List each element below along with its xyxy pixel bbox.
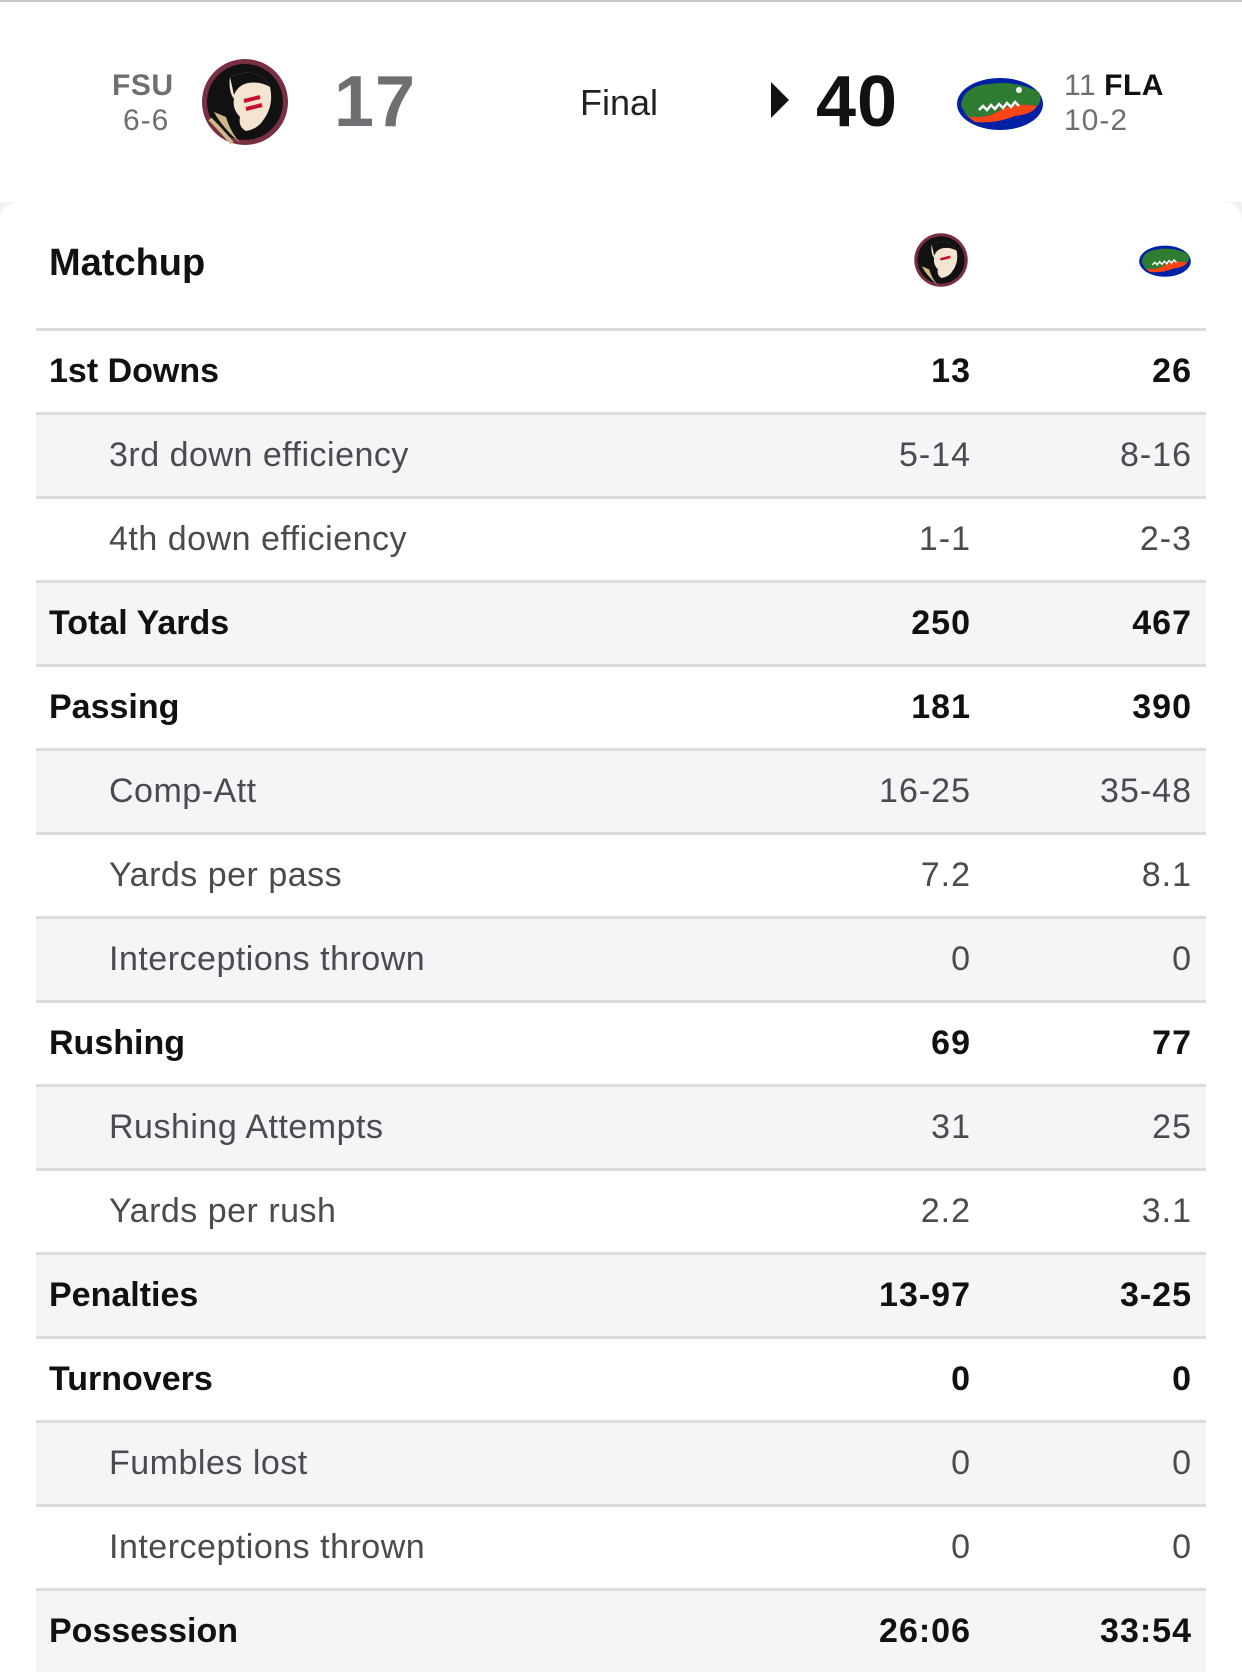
stat-label: Rushing Attempts	[109, 1108, 384, 1146]
stat-label: Rushing	[49, 1024, 185, 1062]
stat-row: 1st Downs 13 26	[36, 328, 1206, 412]
stat-home-value: 25	[1152, 1108, 1192, 1146]
stat-away-value: 7.2	[920, 856, 971, 894]
stat-away-value: 16-25	[879, 772, 971, 810]
stat-home-value: 467	[1132, 604, 1192, 642]
stat-row: Yards per pass 7.2 8.1	[36, 832, 1206, 916]
stat-away-value: 0	[951, 1444, 971, 1482]
gators-column-logo-icon	[1139, 245, 1191, 277]
stat-home-value: 390	[1132, 688, 1192, 726]
gators-logo-icon	[957, 78, 1043, 130]
stat-row: Total Yards 250 467	[36, 580, 1206, 664]
stat-away-value: 0	[951, 940, 971, 978]
home-team-abbr-text: FLA	[1104, 69, 1164, 102]
stat-row: Rushing 69 77	[36, 1000, 1206, 1084]
game-status: Final	[580, 82, 659, 123]
stat-away-value: 69	[931, 1024, 971, 1062]
stat-home-value: 0	[1172, 1528, 1192, 1566]
stat-row: Penalties 13-97 3-25	[36, 1252, 1206, 1336]
stat-label: Passing	[49, 688, 180, 726]
stat-label: Comp-Att	[109, 772, 257, 810]
stat-row: Passing 181 390	[36, 664, 1206, 748]
stat-away-value: 0	[951, 1360, 971, 1398]
stat-row: Interceptions thrown 0 0	[36, 1504, 1206, 1588]
away-team-record: 6-6	[123, 104, 170, 137]
stat-home-value: 0	[1172, 940, 1192, 978]
stat-label: 1st Downs	[49, 352, 220, 390]
stat-away-value: 0	[951, 1528, 971, 1566]
stat-away-value: 1-1	[918, 520, 971, 558]
home-team-record: 10-2	[1064, 104, 1129, 137]
stat-home-value: 8-16	[1119, 436, 1192, 474]
scoreboard-header[interactable]: FSU 6-6 17 Final 40 11 FLA 10-2	[0, 2, 1242, 202]
stat-label: Penalties	[49, 1276, 199, 1314]
matchup-card: Matchup 1st Downs 13 26 3rd down efficiency…	[0, 202, 1242, 1675]
stat-home-value: 0	[1172, 1444, 1192, 1482]
stat-label: Possession	[49, 1612, 238, 1650]
stat-label: 4th down efficiency	[109, 520, 408, 558]
stat-home-value: 33:54	[1100, 1612, 1192, 1650]
fsu-seminole-logo-icon	[202, 59, 288, 145]
home-team-abbr: 11 FLA	[1064, 69, 1164, 103]
stat-row: Interceptions thrown 0 0	[36, 916, 1206, 1000]
stat-label: Yards per rush	[109, 1192, 337, 1230]
away-score: 17	[334, 62, 417, 142]
stat-away-value: 13	[931, 352, 971, 390]
stat-label: Interceptions thrown	[109, 1528, 426, 1566]
matchup-title: Matchup	[49, 242, 206, 284]
fsu-column-logo-icon	[914, 233, 968, 287]
stat-home-value: 2-3	[1139, 520, 1192, 558]
stat-row: 3rd down efficiency 5-14 8-16	[36, 412, 1206, 496]
away-team-abbr: FSU	[112, 69, 174, 102]
stat-label: 3rd down efficiency	[109, 436, 409, 474]
stat-label: Fumbles lost	[109, 1444, 308, 1482]
stat-away-value: 13-97	[879, 1276, 971, 1314]
stat-label: Yards per pass	[109, 856, 343, 894]
stat-home-value: 0	[1172, 1360, 1192, 1398]
stat-home-value: 77	[1152, 1024, 1192, 1062]
stat-home-value: 3-25	[1119, 1276, 1192, 1314]
winner-arrow-icon	[771, 82, 789, 118]
top-divider	[0, 0, 1242, 2]
stat-label: Interceptions thrown	[109, 940, 426, 978]
stat-away-value: 250	[911, 604, 971, 642]
stat-row: Rushing Attempts 31 25	[36, 1084, 1206, 1168]
stat-away-value: 5-14	[898, 436, 971, 474]
stat-away-value: 26:06	[879, 1612, 971, 1650]
stat-row: Turnovers 0 0	[36, 1336, 1206, 1420]
home-score: 40	[816, 62, 899, 142]
stat-home-value: 26	[1152, 352, 1192, 390]
stat-label: Total Yards	[49, 604, 230, 642]
stat-away-value: 2.2	[920, 1192, 971, 1230]
stat-away-value: 181	[911, 688, 971, 726]
stat-row: 4th down efficiency 1-1 2-3	[36, 496, 1206, 580]
stat-row: Yards per rush 2.2 3.1	[36, 1168, 1206, 1252]
stat-home-value: 8.1	[1141, 856, 1192, 894]
stats-table: 1st Downs 13 26 3rd down efficiency 5-14 8-16…	[36, 328, 1206, 1672]
stat-home-value: 3.1	[1141, 1192, 1192, 1230]
stat-label: Turnovers	[49, 1360, 213, 1398]
stat-away-value: 31	[931, 1108, 971, 1146]
stat-home-value: 35-48	[1100, 772, 1192, 810]
home-team-rank: 11	[1064, 69, 1097, 102]
stat-row: Possession 26:06 33:54	[36, 1588, 1206, 1672]
stat-row: Comp-Att 16-25 35-48	[36, 748, 1206, 832]
stat-row: Fumbles lost 0 0	[36, 1420, 1206, 1504]
